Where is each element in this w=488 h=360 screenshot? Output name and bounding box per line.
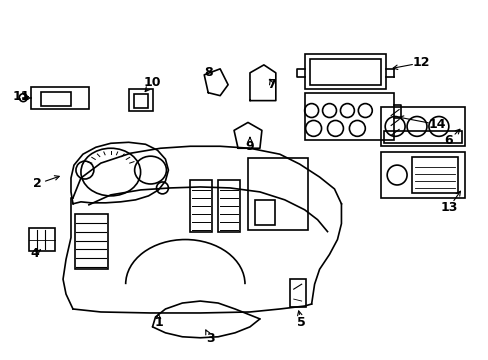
Text: 8: 8 xyxy=(203,66,212,79)
Text: 6: 6 xyxy=(444,134,452,147)
Text: 9: 9 xyxy=(245,140,254,153)
Bar xyxy=(218,180,240,231)
Text: 13: 13 xyxy=(439,201,457,214)
Text: 5: 5 xyxy=(297,316,305,329)
Bar xyxy=(309,59,381,85)
Bar xyxy=(411,157,457,193)
Bar xyxy=(128,89,152,111)
Bar xyxy=(190,180,212,231)
Text: 12: 12 xyxy=(411,57,429,69)
Text: 7: 7 xyxy=(267,78,276,91)
Text: 2: 2 xyxy=(33,177,41,190)
Text: 1: 1 xyxy=(154,316,163,329)
Bar xyxy=(254,200,274,225)
Bar xyxy=(304,54,386,89)
Text: 3: 3 xyxy=(205,332,214,345)
Bar xyxy=(29,228,55,251)
Bar xyxy=(247,158,307,230)
Bar xyxy=(133,94,147,108)
Bar xyxy=(31,87,89,109)
Bar xyxy=(75,214,107,269)
Bar xyxy=(381,152,464,198)
Text: 4: 4 xyxy=(31,247,40,260)
Bar xyxy=(41,92,71,105)
Text: 11: 11 xyxy=(13,90,30,103)
Text: 14: 14 xyxy=(427,118,445,131)
Bar xyxy=(384,131,461,143)
Bar xyxy=(289,279,305,307)
Bar xyxy=(304,93,393,140)
Bar xyxy=(381,107,464,146)
Text: 10: 10 xyxy=(143,76,161,89)
